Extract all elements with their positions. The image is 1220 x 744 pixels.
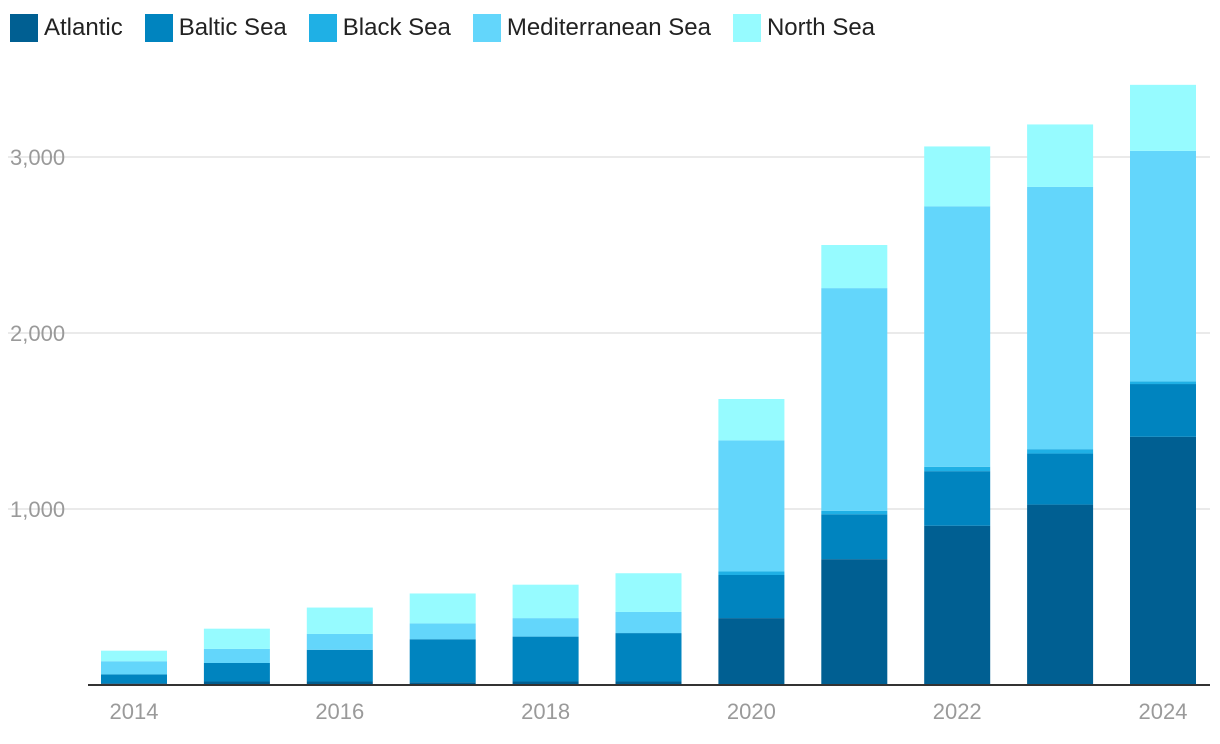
bar-baltic-sea-2024[interactable] xyxy=(1130,384,1196,437)
bar-black-sea-2024[interactable] xyxy=(1130,381,1196,385)
bar-baltic-sea-2019[interactable] xyxy=(615,633,682,682)
legend-swatch-black-sea xyxy=(308,14,337,42)
bar-black-sea-2020[interactable] xyxy=(718,571,785,575)
x-tick-label-2024: 2024 xyxy=(1139,699,1188,724)
bar-baltic-sea-2018[interactable] xyxy=(512,636,579,682)
bar-baltic-sea-2014[interactable] xyxy=(101,674,167,684)
y-tick-label-2000: 2,000 xyxy=(10,321,65,346)
bar-mediterranean-sea-2014[interactable] xyxy=(101,661,167,675)
x-tick-label-2018: 2018 xyxy=(521,699,570,724)
legend-item-black-sea[interactable]: Black Sea xyxy=(308,14,451,42)
legend-item-mediterranean-sea[interactable]: Mediterranean Sea xyxy=(472,14,711,42)
bar-mediterranean-sea-2022[interactable] xyxy=(924,206,991,467)
bar-north-sea-2017[interactable] xyxy=(409,593,476,624)
legend-item-north-sea[interactable]: North Sea xyxy=(732,14,876,42)
bar-black-sea-2023[interactable] xyxy=(1027,449,1094,454)
legend-label-north-sea: North Sea xyxy=(766,14,876,41)
chart-legend: Atlantic Baltic Sea Black Sea Mediterran… xyxy=(10,10,875,46)
x-tick-label-2014: 2014 xyxy=(110,699,159,724)
bar-mediterranean-sea-2019[interactable] xyxy=(615,611,682,634)
bar-north-sea-2015[interactable] xyxy=(203,628,270,649)
bar-baltic-sea-2016[interactable] xyxy=(306,649,373,682)
bar-atlantic-2015[interactable] xyxy=(203,681,270,685)
legend-swatch-mediterranean-sea xyxy=(472,14,501,42)
legend-label-mediterranean-sea: Mediterranean Sea xyxy=(506,14,711,41)
bar-mediterranean-sea-2023[interactable] xyxy=(1027,186,1094,450)
y-tick-label-1000: 1,000 xyxy=(10,497,65,522)
bar-atlantic-2021[interactable] xyxy=(821,559,888,685)
bar-mediterranean-sea-2020[interactable] xyxy=(718,440,785,572)
bar-north-sea-2014[interactable] xyxy=(101,650,167,662)
bar-north-sea-2018[interactable] xyxy=(512,584,579,619)
x-tick-label-2016: 2016 xyxy=(315,699,364,724)
legend-item-atlantic[interactable]: Atlantic xyxy=(10,14,123,42)
legend-label-black-sea: Black Sea xyxy=(342,14,451,41)
bar-black-sea-2022[interactable] xyxy=(924,466,991,472)
bar-black-sea-2021[interactable] xyxy=(821,510,888,515)
bar-mediterranean-sea-2017[interactable] xyxy=(409,623,476,640)
bar-north-sea-2024[interactable] xyxy=(1130,84,1196,151)
x-tick-label-2020: 2020 xyxy=(727,699,776,724)
y-tick-label-3000: 3,000 xyxy=(10,145,65,170)
bar-atlantic-2022[interactable] xyxy=(924,525,991,685)
legend-swatch-atlantic xyxy=(10,14,38,42)
bar-baltic-sea-2020[interactable] xyxy=(718,575,785,619)
bar-mediterranean-sea-2024[interactable] xyxy=(1130,150,1196,382)
legend-label-atlantic: Atlantic xyxy=(44,14,123,41)
bar-north-sea-2020[interactable] xyxy=(718,399,785,441)
bar-mediterranean-sea-2015[interactable] xyxy=(203,648,270,663)
gridlines xyxy=(8,156,1210,510)
legend-swatch-north-sea xyxy=(732,14,761,42)
bar-baltic-sea-2023[interactable] xyxy=(1027,453,1094,505)
bar-baltic-sea-2017[interactable] xyxy=(409,639,476,683)
legend-label-baltic-sea: Baltic Sea xyxy=(178,14,287,41)
bar-atlantic-2017[interactable] xyxy=(409,682,476,685)
bar-atlantic-2019[interactable] xyxy=(615,681,682,685)
legend-item-baltic-sea[interactable]: Baltic Sea xyxy=(144,14,287,42)
x-tick-label-2022: 2022 xyxy=(933,699,982,724)
bar-baltic-sea-2022[interactable] xyxy=(924,471,991,526)
bar-mediterranean-sea-2016[interactable] xyxy=(306,633,373,650)
bar-north-sea-2021[interactable] xyxy=(821,245,888,289)
bar-baltic-sea-2015[interactable] xyxy=(203,663,270,682)
bar-atlantic-2020[interactable] xyxy=(718,618,785,685)
bar-north-sea-2019[interactable] xyxy=(615,573,682,612)
bar-north-sea-2022[interactable] xyxy=(924,146,991,207)
x-tick-labels: 2014 2016 2018 2020 2022 2024 xyxy=(110,699,1188,724)
bar-atlantic-2023[interactable] xyxy=(1027,504,1094,685)
bar-atlantic-2016[interactable] xyxy=(306,681,373,685)
bar-mediterranean-sea-2018[interactable] xyxy=(512,618,579,637)
bar-north-sea-2016[interactable] xyxy=(306,607,373,634)
bar-baltic-sea-2021[interactable] xyxy=(821,514,888,560)
y-tick-labels: 1,000 2,000 3,000 xyxy=(10,145,65,522)
bar-mediterranean-sea-2021[interactable] xyxy=(821,288,888,511)
bars xyxy=(101,84,1196,685)
bar-atlantic-2024[interactable] xyxy=(1130,436,1196,685)
bar-atlantic-2018[interactable] xyxy=(512,681,579,685)
bar-north-sea-2023[interactable] xyxy=(1027,124,1094,187)
legend-swatch-baltic-sea xyxy=(144,14,173,42)
